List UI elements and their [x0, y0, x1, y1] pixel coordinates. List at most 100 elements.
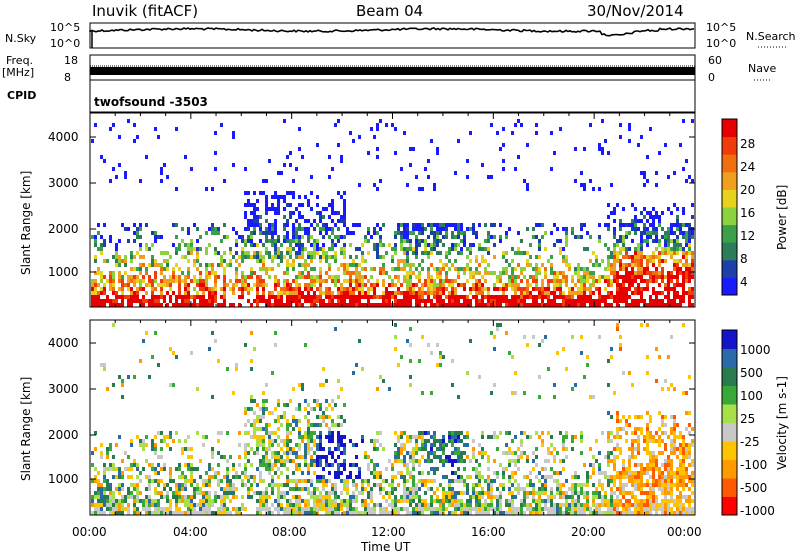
- velocity-cell: [199, 499, 202, 503]
- power-cell: [502, 255, 505, 259]
- power-cell: [673, 171, 676, 175]
- power-cell: [136, 275, 139, 279]
- velocity-cell: [298, 503, 301, 507]
- power-cell: [619, 263, 622, 267]
- velocity-cell: [199, 491, 202, 495]
- power-cell: [133, 291, 136, 295]
- power-cell: [556, 275, 559, 279]
- power-cell: [574, 147, 577, 151]
- velocity-cell: [397, 447, 400, 451]
- power-cell: [484, 279, 487, 283]
- power-cell: [430, 231, 433, 235]
- velocity-cell: [403, 495, 406, 499]
- power-cell: [571, 295, 574, 299]
- velocity-cell: [481, 511, 484, 515]
- velocity-cell: [277, 491, 280, 495]
- power-cell: [367, 291, 370, 295]
- velocity-cell: [394, 487, 397, 491]
- velocity-cell: [229, 499, 232, 503]
- velocity-cell: [328, 403, 331, 407]
- power-cell: [319, 215, 322, 219]
- power-cell: [295, 235, 298, 239]
- power-cell: [340, 235, 343, 239]
- power-cell: [586, 295, 589, 299]
- power-cell: [586, 267, 589, 271]
- velocity-cell: [454, 431, 457, 435]
- power-cell: [397, 223, 400, 227]
- power-cell: [604, 299, 607, 303]
- power-cell: [466, 295, 469, 299]
- power-cell: [190, 167, 193, 171]
- power-cell: [427, 243, 430, 247]
- power-cell: [466, 303, 469, 307]
- velocity-cell: [277, 415, 280, 419]
- power-cell: [646, 155, 649, 159]
- velocity-cell: [154, 451, 157, 455]
- power-cell: [145, 271, 148, 275]
- power-cell: [205, 247, 208, 251]
- power-cell: [298, 239, 301, 243]
- velocity-cell: [583, 375, 586, 379]
- power-cell: [583, 183, 586, 187]
- power-cell: [118, 295, 121, 299]
- velocity-cell: [577, 507, 580, 511]
- velocity-cell: [307, 507, 310, 511]
- power-cell: [370, 267, 373, 271]
- power-cell: [355, 287, 358, 291]
- velocity-cell: [607, 483, 610, 487]
- velocity-cell: [331, 419, 334, 423]
- velocity-cell: [322, 499, 325, 503]
- velocity-cell: [454, 507, 457, 511]
- power-cell: [673, 231, 676, 235]
- power-cell: [121, 259, 124, 263]
- power-cell: [268, 267, 271, 271]
- velocity-cell: [526, 507, 529, 511]
- power-cell: [235, 275, 238, 279]
- power-cell: [397, 279, 400, 283]
- velocity-cell: [250, 423, 253, 427]
- velocity-cell: [184, 475, 187, 479]
- velocity-cell: [217, 479, 220, 483]
- velocity-cell: [253, 475, 256, 479]
- velocity-cell: [475, 483, 478, 487]
- power-cell: [358, 135, 361, 139]
- velocity-cell: [145, 443, 148, 447]
- power-cell: [646, 227, 649, 231]
- velocity-cell: [646, 495, 649, 499]
- nave-label: Nave: [748, 62, 777, 75]
- power-cell: [544, 267, 547, 271]
- velocity-cell: [646, 483, 649, 487]
- velocity-cell: [622, 371, 625, 375]
- power-cell: [592, 251, 595, 255]
- power-cell: [433, 239, 436, 243]
- velocity-cell: [595, 439, 598, 443]
- velocity-cell: [187, 467, 190, 471]
- velocity-cell: [637, 479, 640, 483]
- power-cell: [253, 203, 256, 207]
- power-cell: [667, 207, 670, 211]
- power-cell: [379, 235, 382, 239]
- velocity-cell: [166, 495, 169, 499]
- power-cell: [337, 303, 340, 307]
- power-cell: [277, 211, 280, 215]
- velocity-cell: [136, 507, 139, 511]
- power-cell: [286, 235, 289, 239]
- velocity-cell: [388, 491, 391, 495]
- velocity-cell: [229, 511, 232, 515]
- power-cell: [592, 291, 595, 295]
- velocity-cell: [475, 467, 478, 471]
- power-cell: [97, 291, 100, 295]
- velocity-cell: [343, 463, 346, 467]
- velocity-cell: [412, 499, 415, 503]
- velocity-cell: [664, 415, 667, 419]
- power-cell: [628, 275, 631, 279]
- velocity-cell: [148, 511, 151, 515]
- power-cell: [436, 275, 439, 279]
- power-cell: [259, 251, 262, 255]
- power-cell: [259, 223, 262, 227]
- velocity-cell: [322, 383, 325, 387]
- velocity-cell: [421, 479, 424, 483]
- velocity-cell: [610, 355, 613, 359]
- velocity-cell: [121, 487, 124, 491]
- power-cell: [325, 303, 328, 307]
